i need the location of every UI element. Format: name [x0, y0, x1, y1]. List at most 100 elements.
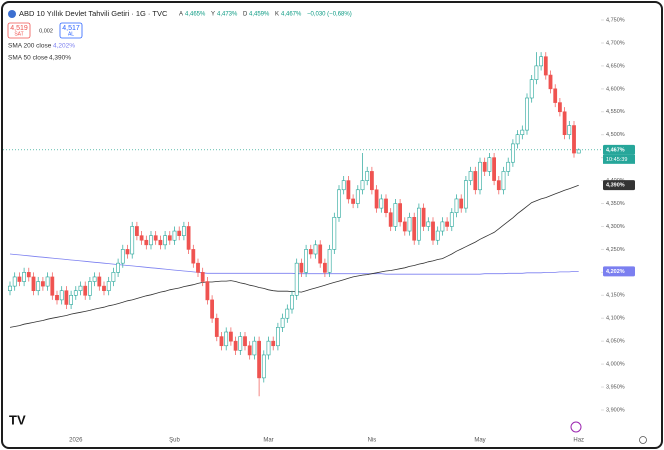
- candle-body: [374, 189, 379, 209]
- candle-body: [144, 239, 149, 246]
- chart: ABD 10 Yıllık Devlet Tahvili Getiri · 1G…: [3, 9, 647, 444]
- candle-body: [492, 157, 497, 181]
- candle-body: [525, 97, 529, 131]
- x-tick-label: Mar: [263, 438, 273, 444]
- candle-body: [247, 345, 252, 356]
- chart-title: ABD 10 Yıllık Devlet Tahvili Getiri · 1G…: [19, 9, 168, 18]
- candle-body: [45, 276, 50, 287]
- sma-tag: [603, 266, 635, 277]
- sma-tag-label: 4,390%: [606, 183, 625, 189]
- last-price-tag: [603, 144, 635, 155]
- candle-body: [463, 180, 468, 209]
- candle-body: [40, 281, 45, 287]
- sell-button[interactable]: [7, 22, 31, 39]
- candle-body: [257, 340, 262, 379]
- candle-body: [365, 171, 370, 181]
- candle-body: [167, 235, 172, 241]
- candle-body: [153, 235, 158, 241]
- candle-body: [534, 65, 539, 80]
- buy-label: AL: [68, 31, 74, 37]
- y-tick-label: 3,950%: [606, 385, 625, 391]
- ohlc-value: 4,473%: [217, 12, 238, 18]
- candle-body: [360, 180, 365, 191]
- y-tick-label: 4,050%: [606, 339, 625, 345]
- y-tick-label: 4,350%: [606, 201, 625, 207]
- candle-body: [313, 244, 318, 255]
- candle-body: [31, 276, 36, 292]
- candle-body: [379, 198, 384, 209]
- candle-body: [125, 249, 130, 255]
- candle-body: [59, 290, 64, 301]
- candle-body: [135, 226, 139, 236]
- ohlc-value: 4,459%: [249, 12, 270, 18]
- y-tick-label: 3,900%: [606, 407, 625, 413]
- x-tick-label: 2026: [69, 438, 83, 444]
- symbol-icon: [8, 10, 16, 18]
- y-tick-label: 4,750%: [606, 17, 625, 23]
- candle-body: [280, 317, 285, 328]
- candle-body: [515, 134, 520, 145]
- candle-body: [351, 198, 356, 204]
- candle-body: [346, 180, 351, 200]
- candle-body: [543, 56, 548, 76]
- indicator-name: SMA 200 close: [8, 43, 52, 50]
- candle-body: [17, 276, 22, 282]
- candle-body: [163, 235, 168, 246]
- ohlc-legend: A 4,465% Y 4,473% D 4,459% K 4,467% −0,030 (−0,6…: [179, 12, 352, 18]
- candle-body: [327, 249, 332, 273]
- candle-body: [337, 189, 341, 218]
- candle-body: [299, 262, 304, 273]
- y-tick-label: 4,650%: [606, 63, 625, 69]
- candle-body: [88, 281, 92, 296]
- sell-label: SAT: [14, 31, 23, 37]
- x-tick-label: May: [474, 438, 485, 444]
- candle-body: [355, 189, 360, 204]
- candle-body: [83, 285, 88, 296]
- candle-body: [22, 272, 27, 282]
- indicator-legend: SMA 200 close 4,202% SMA 50 close 4,390%: [8, 43, 75, 62]
- candle-body: [8, 285, 12, 292]
- y-tick-label: 4,150%: [606, 293, 625, 299]
- candle-body: [120, 249, 125, 264]
- candle-body: [369, 171, 374, 191]
- y-tick-label: 4,250%: [606, 247, 625, 253]
- candle-body: [271, 340, 276, 347]
- change: −0,030 (−0,68%): [307, 12, 352, 18]
- candle-body: [398, 203, 403, 223]
- y-tick-label: 4,100%: [606, 316, 625, 322]
- y-tick-label: 4,500%: [606, 132, 625, 138]
- candle-body: [177, 230, 182, 236]
- candle-body: [191, 249, 196, 264]
- candle-body: [445, 221, 450, 227]
- ohlc-key: K: [275, 12, 279, 18]
- alert-icon[interactable]: [570, 421, 582, 433]
- candle-body: [182, 226, 186, 236]
- candle-body: [64, 290, 69, 305]
- candle-body: [478, 161, 482, 191]
- candle-body: [210, 299, 215, 319]
- candle-body: [106, 281, 111, 292]
- candle-body: [308, 249, 313, 255]
- candle-body: [487, 157, 492, 172]
- candle-body: [200, 272, 205, 282]
- candle-body: [285, 308, 290, 319]
- candle-body: [186, 226, 191, 250]
- candle-body: [506, 161, 511, 172]
- candle-body: [322, 262, 327, 273]
- candle-body: [116, 262, 121, 273]
- sell-price: 4,519: [10, 25, 28, 32]
- candle-body: [496, 180, 501, 191]
- candle-body: [572, 125, 576, 154]
- candle-body: [553, 88, 558, 103]
- buy-button[interactable]: [59, 22, 83, 39]
- sma-tag-label: 4,202%: [606, 269, 625, 275]
- candle-body: [205, 281, 210, 301]
- candle-body: [55, 294, 59, 301]
- candle-body: [139, 235, 144, 241]
- candle-body: [50, 276, 55, 296]
- settings-icon[interactable]: [639, 436, 647, 444]
- candle-body: [468, 171, 473, 181]
- candle-body: [473, 171, 478, 191]
- candle-body: [576, 149, 581, 154]
